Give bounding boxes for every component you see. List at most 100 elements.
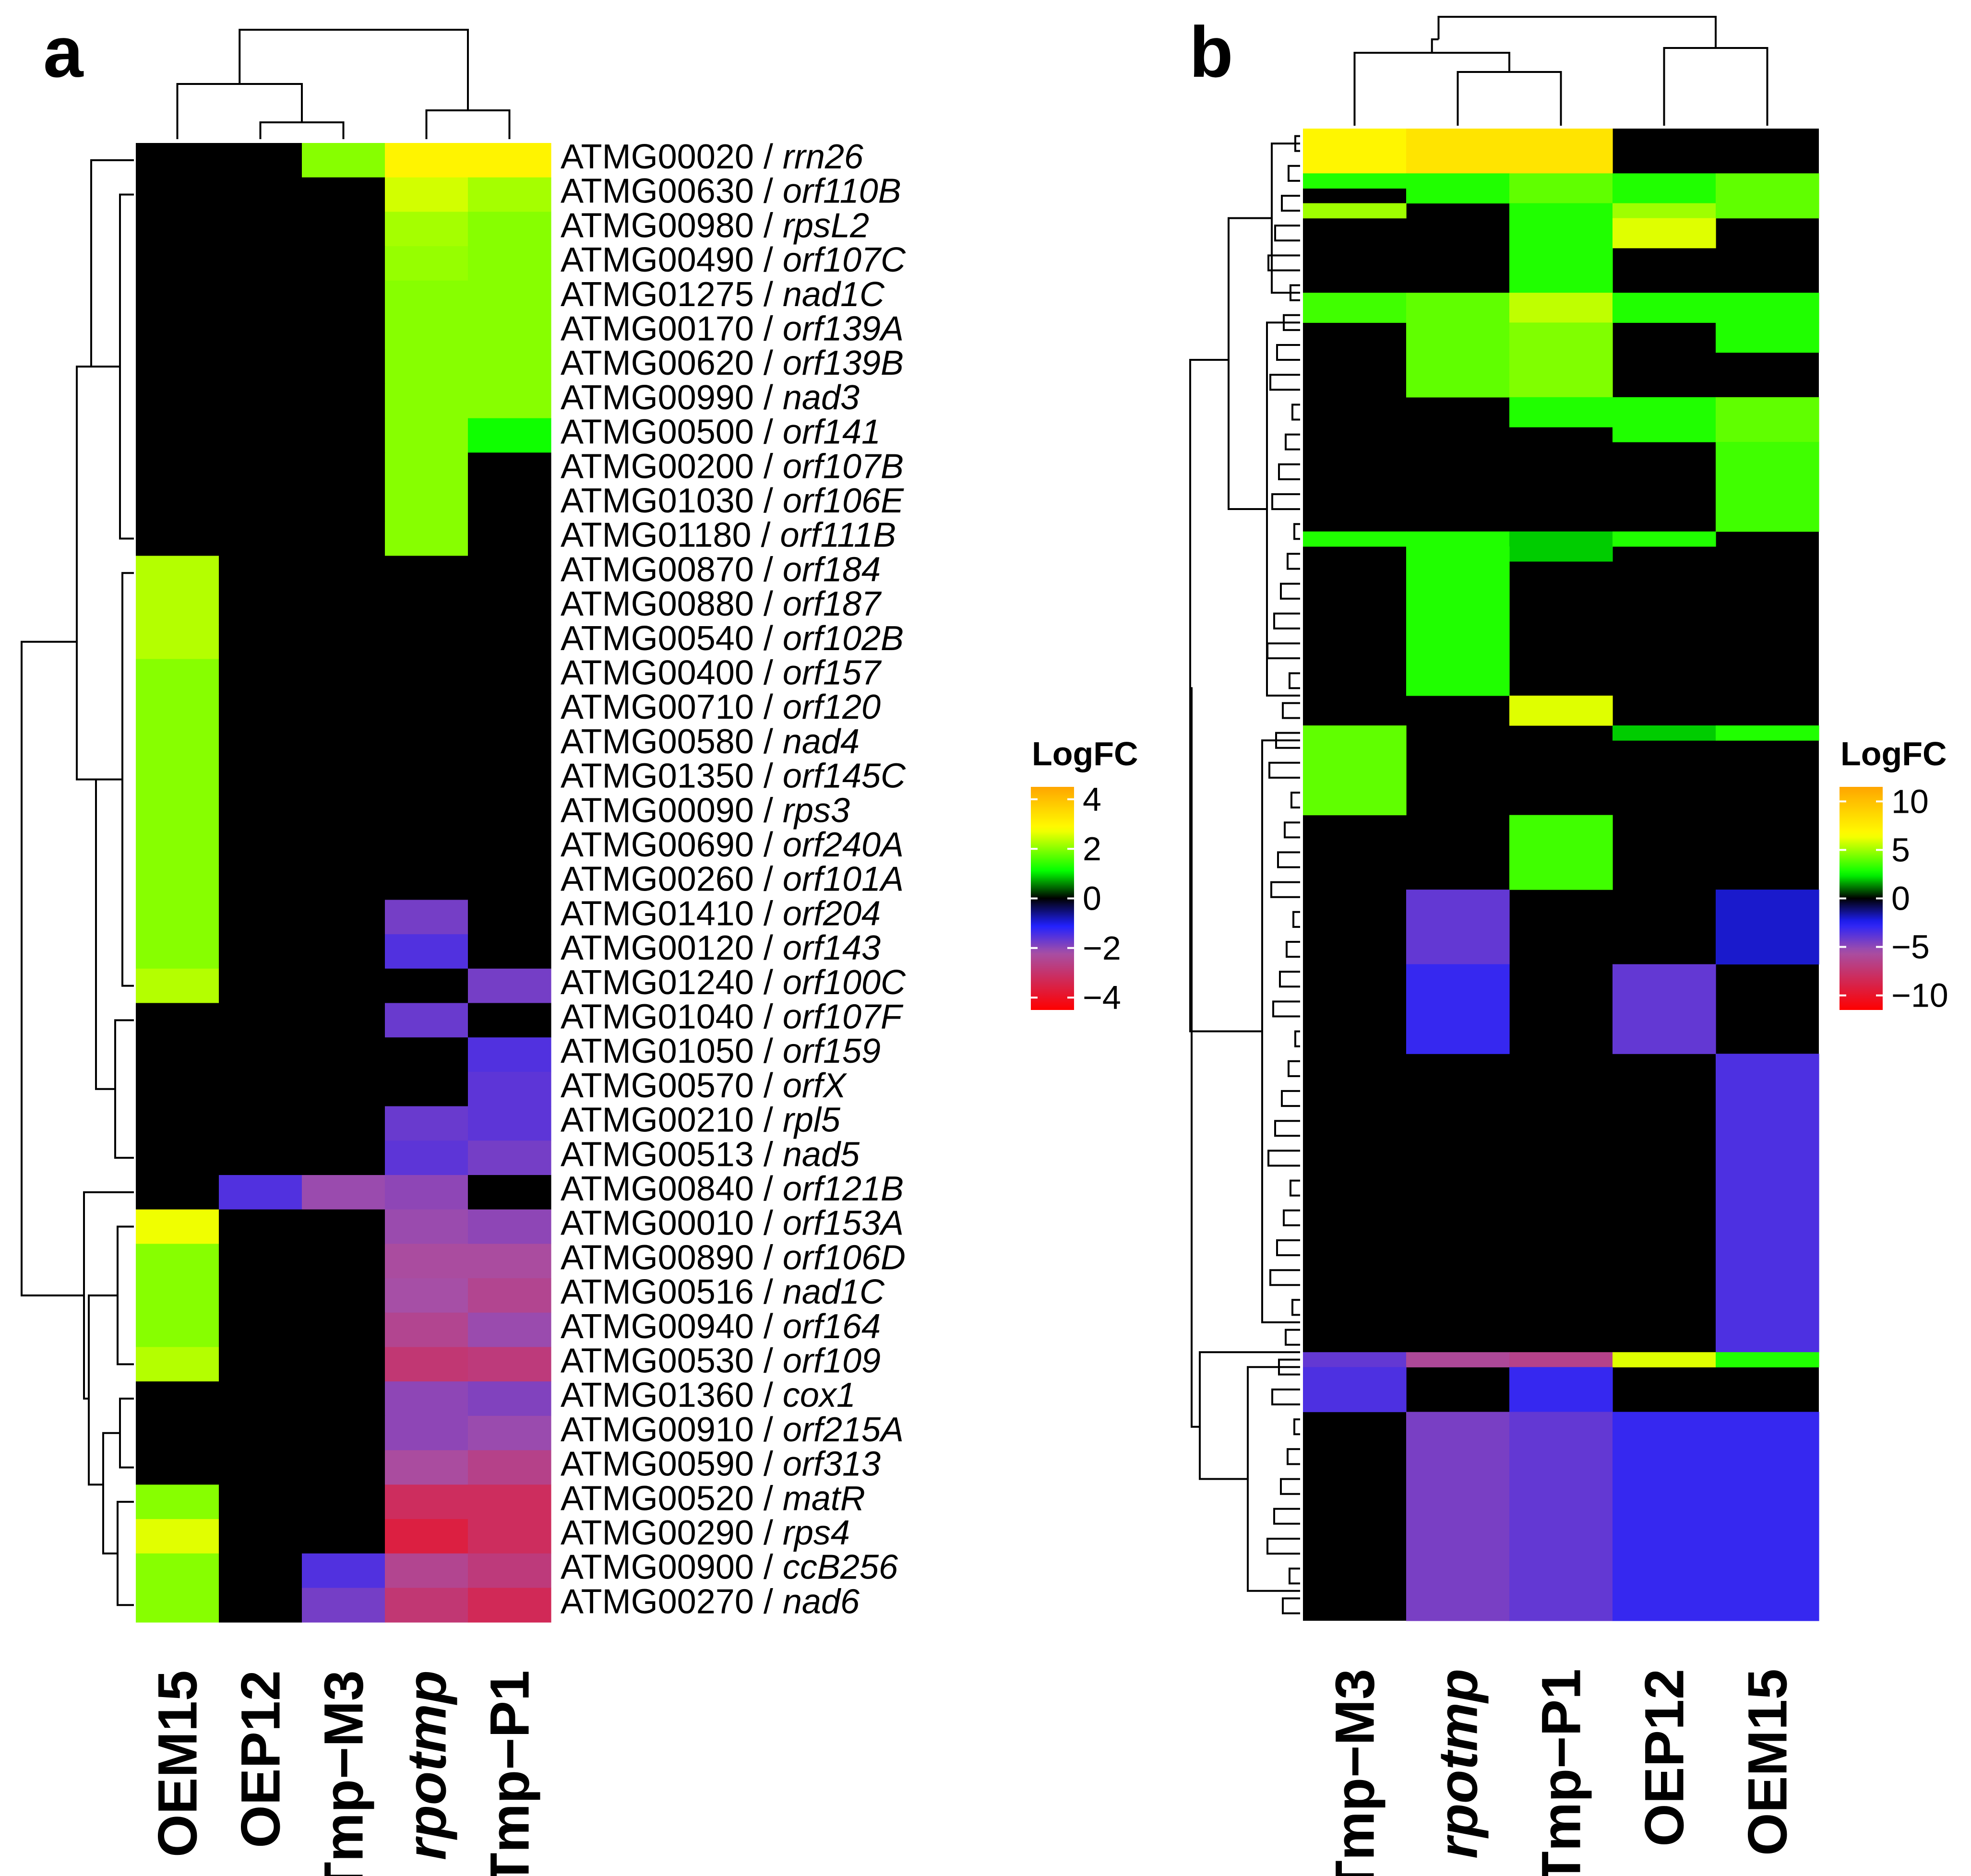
dendrogram-branch	[1437, 16, 1717, 48]
heatmap-cell	[136, 1347, 219, 1382]
row-label: ATMG00870 / orf184	[561, 550, 881, 589]
row-label: ATMG00020 / rrn26	[561, 138, 864, 176]
row-label: ATMG00630 / orf110B	[561, 172, 901, 211]
row-label-separator: /	[754, 826, 783, 864]
row-label-separator: /	[754, 619, 783, 658]
row-label: ATMG00580 / nad4	[561, 723, 860, 761]
heatmap-cells-a	[136, 143, 551, 1623]
heatmap-cell	[468, 1381, 551, 1416]
heatmap-cell	[136, 1415, 219, 1451]
dendrogram-leaf	[1267, 1150, 1300, 1167]
column-label: Tmp−P1	[479, 1670, 541, 1876]
heatmap-cell	[468, 1071, 551, 1107]
heatmap-cell	[385, 727, 468, 763]
column-labels-b: Tmp−M3 rpotmp Tmp−P1 OEP12 OEM15	[1325, 1669, 1799, 1876]
heatmap-cell	[1613, 397, 1716, 442]
heatmap-cell	[468, 1415, 551, 1451]
row-label-gene: ccB256	[783, 1548, 898, 1587]
heatmap-cell	[302, 1347, 385, 1382]
row-label-gene: orf107F	[783, 998, 904, 1036]
heatmap-cell	[385, 865, 468, 900]
heatmap-cell	[219, 1278, 302, 1313]
heatmap-cell	[385, 934, 468, 969]
row-label-id: ATMG00870	[561, 550, 754, 589]
row-label: ATMG00513 / nad5	[561, 1135, 860, 1174]
row-label-separator: /	[754, 1307, 783, 1346]
heatmap-cell	[136, 521, 219, 556]
dendrogram-branch	[1353, 52, 1510, 126]
heatmap-cell	[468, 349, 551, 384]
heatmap-panel-b: Tmp−M3 rpotmp Tmp−P1 OEP12 OEM15	[1189, 16, 1819, 1876]
dendrogram-leaf	[1284, 821, 1300, 839]
heatmap-cell	[302, 796, 385, 831]
row-label: ATMG00940 / orf164	[561, 1307, 881, 1346]
row-label: ATMG00010 / orf153A	[561, 1204, 904, 1243]
heatmap-cell	[219, 1381, 302, 1416]
heatmap-cell	[136, 1071, 219, 1107]
dendrogram-leaf	[1287, 553, 1300, 570]
dendrogram-leaf	[1291, 1299, 1300, 1316]
heatmap-cell	[302, 1588, 385, 1623]
row-label: ATMG00990 / nad3	[561, 379, 860, 417]
heatmap-cell	[136, 1140, 219, 1175]
heatmap-cell	[219, 1484, 302, 1520]
row-label: ATMG00500 / orf141	[561, 413, 881, 451]
row-label-separator: /	[754, 275, 783, 314]
heatmap-cell	[468, 487, 551, 522]
heatmap-cell	[302, 865, 385, 900]
legend-tick-label: 0	[1083, 880, 1101, 917]
heatmap-cell	[219, 1037, 302, 1072]
heatmap-cell	[302, 1415, 385, 1451]
row-label-id: ATMG00710	[561, 688, 754, 726]
row-label-separator: /	[754, 1032, 783, 1070]
heatmap-cell	[1716, 1054, 1819, 1353]
heatmap-cell	[219, 1106, 302, 1141]
heatmap-cell	[302, 1003, 385, 1038]
row-label-separator: /	[754, 447, 783, 486]
row-label-separator: /	[754, 206, 783, 245]
heatmap-cell	[302, 624, 385, 660]
row-label: ATMG01240 / orf100C	[561, 963, 906, 1002]
row-label-gene: orf106D	[783, 1238, 906, 1277]
dendrogram-leaf	[1288, 165, 1300, 182]
row-label: ATMG00490 / orf107C	[561, 241, 906, 279]
heatmap-cell	[302, 1381, 385, 1416]
heatmap-cell	[1613, 1352, 1716, 1367]
row-label-gene: orf107C	[783, 241, 906, 279]
column-label: OEP12	[1634, 1669, 1696, 1847]
heatmap-cell	[136, 1519, 219, 1554]
row-label: ATMG00840 / orf121B	[561, 1170, 904, 1208]
heatmap-cell	[219, 1140, 302, 1175]
heatmap-cell	[136, 280, 219, 316]
dendrogram-branch	[1190, 687, 1200, 1428]
heatmap-cell	[219, 590, 302, 625]
row-label-gene: orf164	[783, 1307, 881, 1346]
row-label: ATMG01410 / orf204	[561, 894, 881, 933]
row-label: ATMG00516 / nad1C	[561, 1273, 885, 1311]
row-label-gene: nad1C	[783, 275, 885, 314]
row-label: ATMG00890 / orf106D	[561, 1238, 906, 1277]
heatmap-cell	[136, 1588, 219, 1623]
row-label-id: ATMG01350	[561, 757, 754, 796]
heatmap-cell	[1716, 442, 1819, 532]
heatmap-cell	[136, 865, 219, 900]
heatmap-cell	[385, 487, 468, 522]
row-label: ATMG00260 / orf101A	[561, 860, 904, 899]
dendrogram-leaf	[1266, 642, 1300, 659]
heatmap-cell	[1406, 546, 1510, 696]
heatmap-cell	[468, 968, 551, 1004]
row-label-separator: /	[754, 344, 783, 382]
heatmap-cell	[219, 487, 302, 522]
row-label-id: ATMG00940	[561, 1307, 754, 1346]
row-label-gene: orf141	[783, 413, 881, 451]
heatmap-cell	[219, 521, 302, 556]
heatmap-cell	[1613, 218, 1716, 249]
heatmap-cell	[219, 624, 302, 660]
heatmap-cell	[385, 796, 468, 831]
row-label-id: ATMG00210	[561, 1101, 754, 1140]
row-label-gene: nad5	[783, 1135, 860, 1174]
row-label-separator: /	[754, 1582, 783, 1621]
dendrogram-branch	[259, 121, 345, 139]
heatmap-cell	[468, 762, 551, 797]
